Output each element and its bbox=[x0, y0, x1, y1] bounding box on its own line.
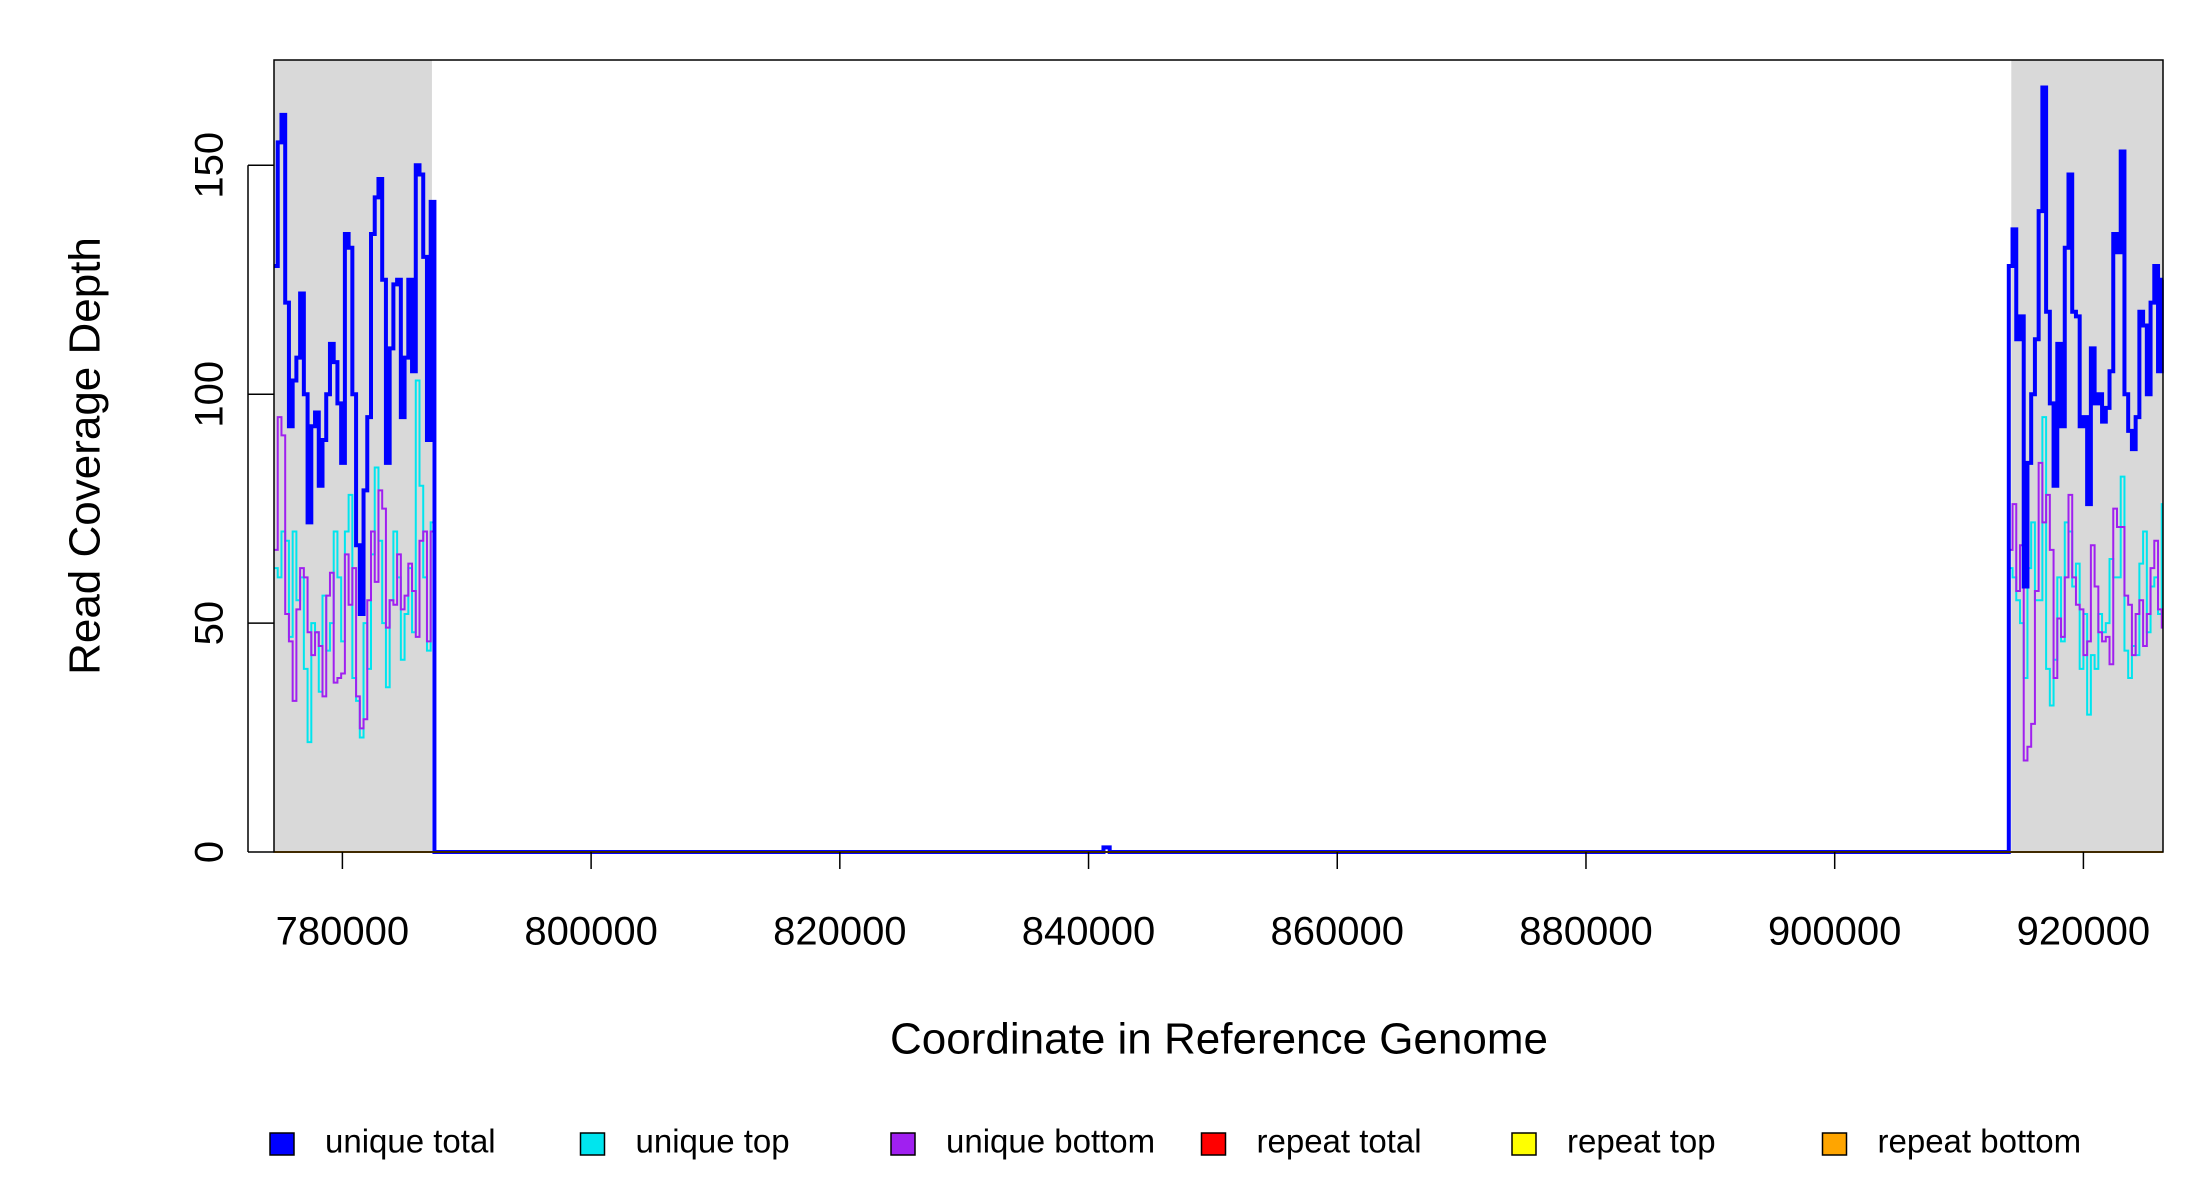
y-tick-label: 0 bbox=[188, 841, 232, 863]
y-tick-label: 150 bbox=[188, 132, 232, 199]
shaded-region bbox=[274, 60, 432, 852]
x-tick-label: 820000 bbox=[773, 910, 906, 954]
legend-swatch bbox=[579, 1132, 606, 1156]
legend-swatch bbox=[890, 1132, 916, 1156]
legend-swatch bbox=[1511, 1132, 1537, 1156]
legend-label: repeat top bbox=[1567, 1123, 1716, 1160]
plot-frame bbox=[273, 59, 2164, 853]
plot-marks bbox=[274, 85, 2164, 854]
x-axis-label: Coordinate in Reference Genome bbox=[890, 1015, 1548, 1064]
x-tick-label: 920000 bbox=[2017, 910, 2150, 954]
x-tick-label: 840000 bbox=[1022, 910, 1155, 954]
legend-label: repeat total bbox=[1257, 1123, 1422, 1160]
y-tick-label: 100 bbox=[188, 361, 232, 428]
legend-label: unique top bbox=[636, 1123, 790, 1160]
legend-label: unique bottom bbox=[946, 1123, 1155, 1160]
legend-swatch bbox=[1821, 1132, 1848, 1156]
coverage-line bbox=[274, 416, 2163, 853]
y-axis-label: Read Coverage Depth bbox=[61, 237, 110, 675]
shaded-regions bbox=[274, 60, 2163, 852]
legend: unique total unique top unique bottom repea… bbox=[269, 1123, 2082, 1160]
x-tick-label: 880000 bbox=[1519, 910, 1652, 954]
legend-label: repeat bottom bbox=[1878, 1123, 2082, 1160]
x-tick-label: 780000 bbox=[276, 910, 409, 954]
legend-label: unique total bbox=[325, 1123, 496, 1160]
legend-swatch bbox=[269, 1132, 295, 1156]
coverage-line bbox=[274, 85, 2164, 854]
axes: 0 50 100 150 780000 800000 820000 840000 860000 8… bbox=[188, 59, 2164, 954]
y-tick-label: 50 bbox=[188, 601, 232, 646]
x-tick-label: 800000 bbox=[524, 910, 657, 954]
x-tick-label: 860000 bbox=[1271, 910, 1404, 954]
legend-swatch bbox=[1200, 1132, 1227, 1156]
x-tick-label: 900000 bbox=[1768, 910, 1901, 954]
coverage-line bbox=[274, 379, 2163, 853]
